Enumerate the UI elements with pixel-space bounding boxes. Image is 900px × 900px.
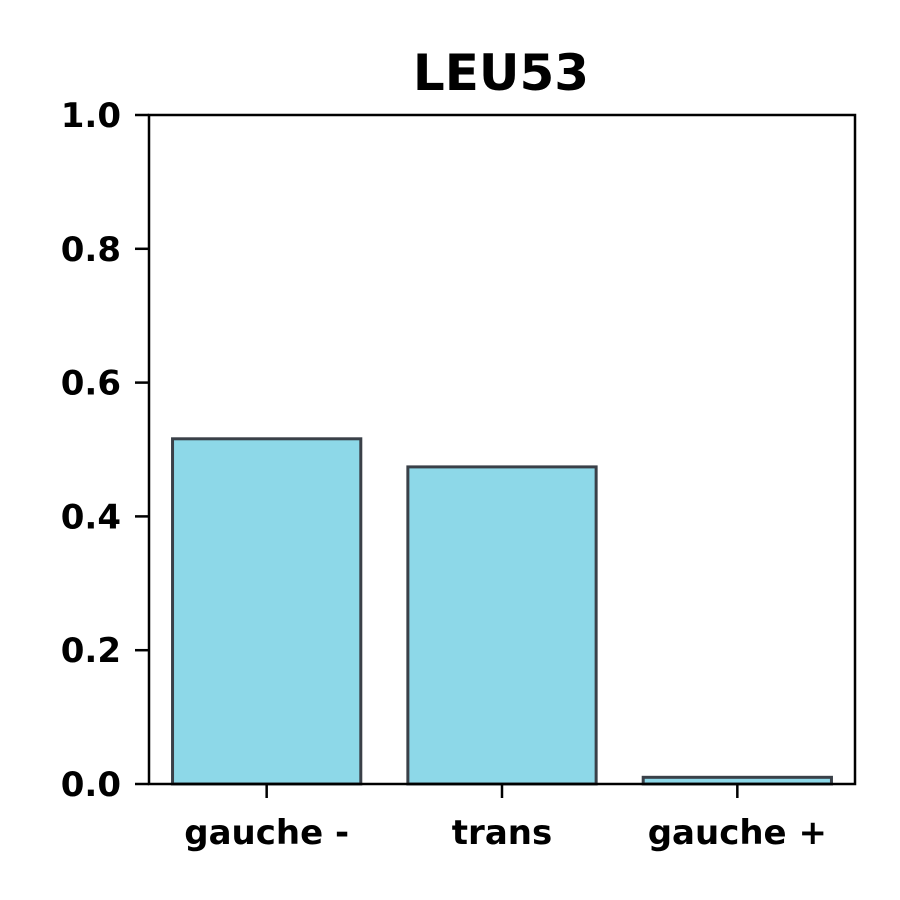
chart-title: LEU53 — [413, 44, 589, 102]
y-tick-label: 0.4 — [61, 497, 121, 537]
y-tick-label: 0.0 — [61, 765, 121, 805]
bars-layer — [171, 437, 833, 786]
y-tick-label: 0.6 — [61, 364, 121, 404]
y-tick-label: 0.2 — [61, 631, 121, 671]
y-tick-label: 0.8 — [61, 230, 121, 270]
bar-gauche — [171, 437, 363, 786]
plot-frame — [147, 113, 857, 786]
x-tick-label: trans — [452, 813, 552, 853]
x-tick-label: gauche - — [184, 813, 349, 853]
y-tick-label: 1.0 — [61, 96, 121, 136]
axes-layer: gauche - trans gauche + 0.0 0.2 0.4 0.6 0.8 1.0 — [61, 96, 857, 853]
x-tick-label: gauche + — [648, 813, 827, 853]
bar-trans — [406, 465, 598, 786]
